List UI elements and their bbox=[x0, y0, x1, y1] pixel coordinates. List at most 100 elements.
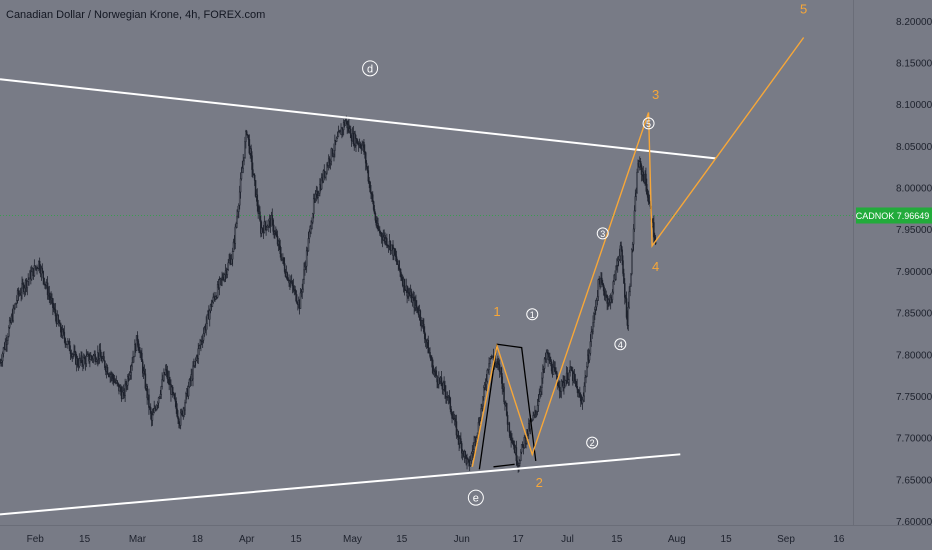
candle-body bbox=[646, 193, 649, 198]
candle-body bbox=[631, 243, 634, 250]
wave-label: 1 bbox=[493, 304, 500, 319]
candle-body bbox=[307, 238, 310, 252]
candle-body bbox=[331, 148, 333, 157]
candle-body bbox=[304, 266, 306, 271]
trendline-lower[interactable] bbox=[0, 453, 681, 516]
wave-bracket-base[interactable] bbox=[493, 463, 515, 468]
label-circle bbox=[526, 308, 539, 321]
price-axis: 8.20000 8.15000 8.10000 8.05000 8.00000 7.950… bbox=[854, 0, 932, 528]
candle-body bbox=[620, 245, 622, 251]
candle-body bbox=[398, 260, 400, 270]
time-tick-label: Jul bbox=[561, 534, 574, 545]
label-circle bbox=[642, 117, 655, 130]
candle-body bbox=[81, 355, 83, 364]
candle-body bbox=[256, 194, 259, 207]
candle-body bbox=[311, 221, 313, 229]
price-tick-label: 7.85000 bbox=[896, 309, 932, 320]
candle-body bbox=[280, 253, 282, 260]
time-tick-label: 15 bbox=[396, 534, 408, 545]
candle-body bbox=[451, 413, 453, 419]
candle-body bbox=[440, 377, 443, 387]
candle-body bbox=[141, 352, 143, 362]
candle-body bbox=[361, 144, 363, 150]
candle-body bbox=[567, 379, 570, 383]
candle-body bbox=[301, 288, 304, 293]
candle-body bbox=[197, 348, 200, 359]
candle-body bbox=[136, 335, 139, 342]
time-tick-label: Apr bbox=[239, 534, 255, 545]
label-text: 1 bbox=[530, 310, 535, 320]
candle-body bbox=[312, 198, 315, 214]
candle-body bbox=[636, 171, 638, 194]
circled-wave-label: 1 bbox=[526, 308, 539, 321]
candle-body bbox=[228, 260, 230, 264]
candle-body bbox=[592, 322, 594, 332]
candle-body bbox=[486, 369, 489, 382]
candle-body bbox=[634, 196, 637, 212]
candle-body bbox=[552, 366, 555, 375]
candle-body bbox=[143, 370, 146, 375]
label-text: 5 bbox=[646, 119, 651, 129]
price-tick-label: 7.75000 bbox=[896, 392, 932, 403]
candle-body bbox=[455, 421, 458, 436]
candle-body bbox=[278, 240, 281, 247]
candle-body bbox=[168, 377, 170, 385]
candle-body bbox=[359, 143, 362, 148]
time-axis: Feb 15 Mar 18 Apr 15 May 15 Jun 17 Jul 15 Aug 15 Sep 16 bbox=[0, 526, 932, 550]
candle-body bbox=[508, 422, 511, 433]
time-tick-label: 18 bbox=[192, 534, 204, 545]
label-circle bbox=[596, 227, 609, 240]
candle-body bbox=[460, 443, 463, 454]
candle-body bbox=[632, 228, 635, 245]
candle-body bbox=[64, 338, 66, 345]
price-axis-bg[interactable] bbox=[854, 0, 932, 526]
candle-body bbox=[579, 395, 582, 402]
time-axis-bg[interactable] bbox=[0, 526, 932, 550]
candle-body bbox=[231, 251, 234, 260]
candle-body bbox=[416, 307, 419, 313]
candle-body bbox=[415, 300, 417, 307]
wave-path[interactable] bbox=[471, 37, 805, 467]
trendline-upper[interactable] bbox=[0, 78, 716, 160]
candles-layer bbox=[0, 115, 657, 473]
price-tick-label: 7.65000 bbox=[896, 475, 932, 486]
candle-body bbox=[454, 418, 457, 422]
candle-body bbox=[272, 219, 274, 232]
candle-body bbox=[541, 377, 543, 388]
candle-body bbox=[7, 335, 9, 341]
label-circle bbox=[467, 489, 484, 506]
candle-body bbox=[152, 412, 155, 416]
candle-body bbox=[334, 139, 336, 151]
candle-body bbox=[238, 204, 240, 212]
candle-body bbox=[112, 374, 114, 379]
candle-body bbox=[259, 211, 261, 221]
candle-body bbox=[611, 291, 614, 300]
candle-body bbox=[94, 353, 96, 362]
candle-body bbox=[581, 399, 584, 404]
candle-body bbox=[637, 163, 639, 173]
candle-body bbox=[365, 162, 368, 168]
candle-body bbox=[296, 300, 298, 304]
candle-body bbox=[449, 397, 452, 410]
candle-body bbox=[401, 276, 403, 280]
candle-body bbox=[579, 392, 581, 397]
candle-body bbox=[623, 273, 625, 284]
candle-body bbox=[250, 148, 252, 156]
wave-bracket[interactable] bbox=[478, 343, 537, 470]
candle-body bbox=[106, 367, 109, 375]
candle-body bbox=[99, 349, 102, 357]
candle-body bbox=[26, 281, 29, 289]
candle-body bbox=[133, 356, 135, 358]
candle-body bbox=[520, 444, 523, 453]
candle-body bbox=[481, 405, 483, 409]
candle-body bbox=[539, 391, 541, 395]
candle-body bbox=[314, 193, 317, 199]
time-tick-label: May bbox=[343, 534, 362, 545]
candle-body bbox=[601, 277, 603, 284]
wave-label: 5 bbox=[800, 1, 807, 16]
price-tick-label: 7.90000 bbox=[896, 267, 932, 278]
candle-body bbox=[477, 422, 480, 434]
candle-body bbox=[386, 238, 388, 246]
